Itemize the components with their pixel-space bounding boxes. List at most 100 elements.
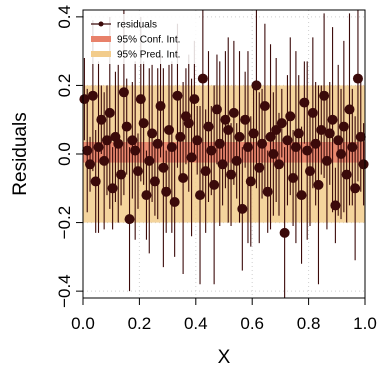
residual-point-43 [200,166,211,177]
residual-point-28 [158,162,169,173]
residual-point-89 [330,200,341,211]
x-tick-label-5: 1.0 [353,314,377,333]
residual-point-82 [310,138,321,149]
residual-point-88 [327,114,338,125]
residual-point-15 [121,121,132,132]
residual-point-23 [144,155,155,166]
residual-point-20 [135,94,146,105]
legend-residuals-swatch-point [98,21,104,27]
residual-point-70 [276,118,287,129]
residual-point-40 [192,135,203,146]
residual-point-71 [279,227,290,238]
residual-point-48 [214,138,225,149]
residual-point-25 [149,176,160,187]
residual-point-2 [85,159,96,170]
x-axis-title: X [218,347,231,368]
legend-pred-int-swatch [91,51,111,57]
residual-point-18 [130,145,141,156]
residual-point-94 [344,104,355,115]
residual-point-60 [248,128,259,139]
residual-point-34 [175,131,186,142]
residual-point-75 [290,142,301,153]
x-tick-label-0: 0.0 [71,314,95,333]
residual-point-17 [127,135,138,146]
residual-point-67 [268,149,279,159]
residual-point-59 [245,176,256,187]
residual-point-51 [223,125,234,135]
residual-point-12 [113,138,124,149]
residual-point-9 [104,107,115,118]
residual-point-8 [101,135,112,146]
residual-point-6 [96,114,107,125]
residual-point-29 [161,186,172,197]
y-tick-label-2: 0.0 [55,142,74,166]
residual-point-93 [341,169,352,180]
residual-point-66 [265,131,276,142]
x-tick-label-1: 0.2 [128,314,152,333]
legend-residuals-label: residuals [117,20,157,31]
residual-point-22 [141,190,152,201]
residual-point-77 [296,190,307,201]
residual-point-91 [336,149,347,159]
residual-point-86 [321,155,332,166]
residual-point-69 [273,159,284,170]
residual-point-57 [240,114,251,125]
residual-point-55 [234,131,245,142]
residual-point-99 [358,159,369,170]
residual-point-76 [293,128,304,139]
residual-point-81 [307,107,318,118]
residual-point-84 [316,125,327,135]
legend: residuals 95% Conf. Int. 95% Pred. Int. [87,14,199,64]
x-tick-label-3: 0.6 [240,314,264,333]
residual-point-97 [352,73,363,84]
residual-point-19 [132,166,143,177]
residual-point-30 [164,125,175,135]
x-tick-label-2: 0.4 [184,314,208,333]
residual-point-31 [166,142,177,153]
residual-point-21 [138,118,149,129]
residual-point-42 [197,73,208,84]
residual-point-5 [93,142,104,153]
residual-point-1 [82,145,93,156]
residual-point-52 [226,169,237,180]
residual-point-58 [242,142,253,153]
residual-point-3 [87,90,98,101]
residual-point-74 [288,173,299,183]
x-axis-ticks: 0.0 0.2 0.4 0.6 0.8 1.0 [71,298,377,333]
legend-conf-int-swatch [91,36,111,42]
residual-point-79 [302,145,313,156]
interval-bands [83,85,365,223]
y-tick-label-3: 0.2 [55,74,74,98]
y-axis-ticks: −0.4 −0.2 0.0 0.2 0.4 [55,5,83,308]
residual-point-54 [231,155,242,166]
residual-point-61 [251,80,262,91]
residual-point-85 [319,90,330,101]
residual-point-10 [107,183,118,194]
residual-point-47 [211,104,222,115]
y-tick-label-0: −0.4 [55,274,74,308]
residual-point-38 [186,152,197,163]
residual-point-73 [285,111,296,122]
residual-point-24 [147,128,158,139]
residual-point-64 [259,101,270,111]
residual-point-98 [355,131,366,142]
residual-point-14 [118,87,129,98]
residual-point-7 [99,155,110,166]
residual-point-78 [299,97,310,108]
residual-point-26 [152,138,163,149]
residual-point-62 [254,162,265,173]
residual-point-92 [338,121,349,132]
y-axis-title: Residuals [10,112,31,195]
residual-point-53 [228,107,239,118]
residual-point-13 [116,169,127,180]
legend-conf-int-label: 95% Conf. Int. [117,35,180,46]
residual-point-50 [220,114,231,125]
residual-point-90 [333,135,344,146]
residual-point-72 [282,135,293,146]
residual-point-56 [237,203,248,214]
residual-point-45 [206,145,217,156]
residual-point-44 [203,121,214,132]
residual-point-87 [324,128,335,139]
x-tick-label-4: 0.8 [297,314,321,333]
